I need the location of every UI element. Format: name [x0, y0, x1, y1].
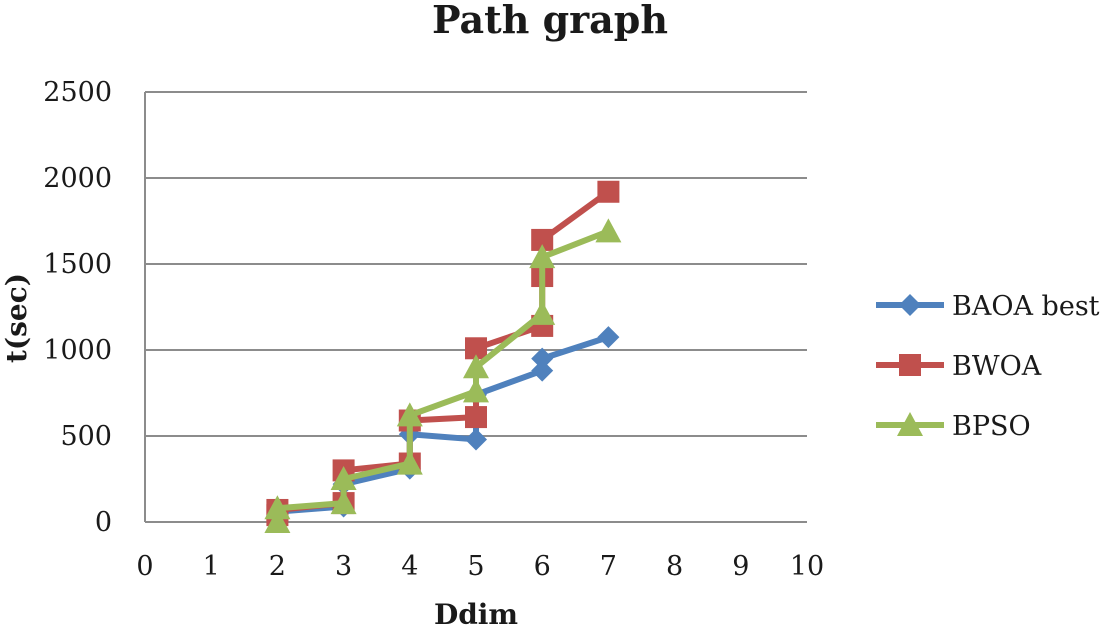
data-point — [330, 466, 357, 491]
x-tick-label: 0 — [136, 551, 153, 582]
data-point — [531, 347, 554, 370]
legend: BAOA best BWOA BPSO — [876, 291, 1100, 442]
legend-marker — [899, 354, 921, 376]
series-baoa-best — [266, 326, 620, 530]
x-tick-label: 3 — [335, 551, 352, 582]
data-point — [465, 406, 487, 429]
data-point — [463, 354, 489, 379]
chart-title: Path graph — [432, 0, 668, 42]
data-point — [396, 402, 423, 427]
x-tick-label: 2 — [269, 551, 286, 582]
y-tick-label: 0 — [95, 507, 112, 538]
y-tick-label: 1000 — [43, 335, 112, 366]
data-point — [465, 337, 487, 360]
x-axis-ticks: 0 1 2 3 4 5 6 7 8 9 10 — [136, 551, 824, 582]
data-point — [264, 509, 291, 534]
data-point — [396, 450, 423, 475]
gridlines — [144, 91, 807, 523]
data-point — [465, 428, 487, 451]
data-point — [597, 180, 620, 203]
x-tick-label: 7 — [600, 551, 617, 582]
data-point — [597, 326, 620, 349]
x-tick-label: 9 — [732, 551, 749, 582]
data-point — [529, 300, 556, 325]
legend-item: BPSO — [876, 411, 1031, 442]
legend-marker — [899, 294, 921, 316]
y-axis-ticks: 0 500 1000 1500 2000 2500 — [43, 77, 112, 538]
data-point — [330, 490, 357, 515]
data-point — [529, 244, 556, 269]
legend-item: BWOA — [876, 351, 1042, 382]
data-point — [264, 495, 291, 520]
x-tick-label: 8 — [666, 551, 683, 582]
legend-label: BWOA — [952, 351, 1042, 382]
series-line — [274, 334, 610, 519]
series-layer — [264, 180, 622, 534]
legend-label: BPSO — [952, 411, 1031, 442]
data-point — [531, 228, 554, 251]
legend-item: BAOA best — [876, 291, 1100, 322]
y-tick-label: 2500 — [43, 77, 112, 108]
y-tick-label: 1500 — [43, 249, 112, 280]
series-line — [274, 228, 610, 522]
data-point — [463, 378, 489, 403]
y-axis-title: t(sec) — [0, 273, 33, 363]
x-tick-label: 1 — [203, 551, 220, 582]
y-tick-label: 500 — [60, 421, 112, 452]
data-point — [595, 218, 622, 243]
series-bpso — [264, 218, 622, 534]
data-point — [531, 359, 554, 382]
legend-marker — [897, 412, 923, 437]
x-tick-label: 5 — [467, 551, 484, 582]
x-tick-label: 6 — [534, 551, 551, 582]
x-tick-label: 4 — [401, 551, 418, 582]
x-axis-title: Ddim — [434, 598, 518, 625]
x-tick-label: 10 — [790, 551, 824, 582]
y-tick-label: 2000 — [43, 163, 112, 194]
legend-label: BAOA best — [952, 291, 1100, 322]
